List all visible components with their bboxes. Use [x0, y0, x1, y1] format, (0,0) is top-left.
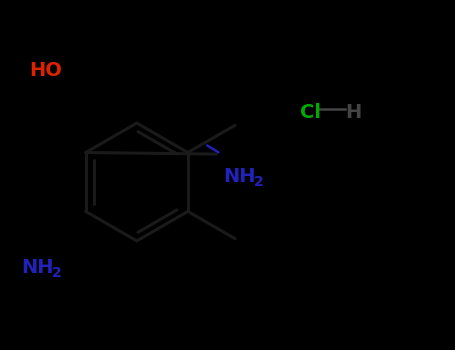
- Text: 2: 2: [254, 175, 263, 189]
- Text: H: H: [345, 103, 362, 122]
- Text: Cl: Cl: [300, 103, 321, 122]
- Text: 2: 2: [51, 266, 61, 280]
- Text: HO: HO: [29, 61, 62, 80]
- Text: NH: NH: [21, 258, 54, 277]
- Text: NH: NH: [223, 167, 255, 186]
